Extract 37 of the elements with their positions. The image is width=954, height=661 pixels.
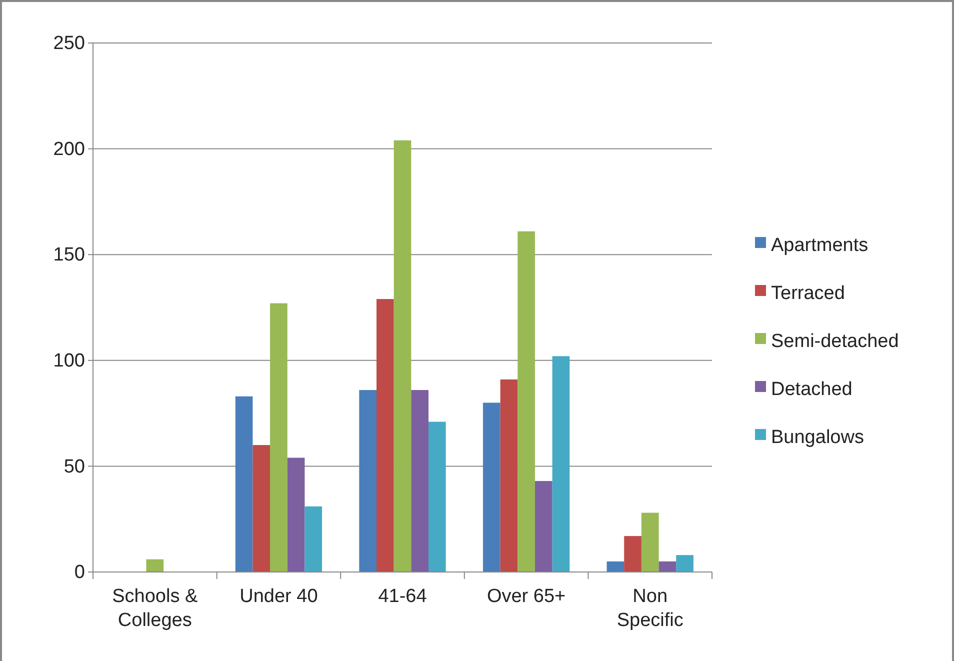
bar (359, 390, 376, 572)
y-tick-label: 50 (64, 456, 85, 478)
legend-label: Terraced (771, 283, 845, 304)
bar (658, 561, 676, 572)
bar (252, 445, 270, 572)
y-tick-label: 250 (53, 33, 85, 54)
bar (146, 559, 164, 572)
legend-label: Detached (771, 379, 852, 400)
y-tick-label: 150 (53, 244, 85, 266)
x-tick-label: Over 65+ (486, 586, 566, 607)
x-tick-label: Non Specific (616, 586, 684, 631)
bar (641, 512, 659, 572)
x-tick-label: Schools & Colleges (112, 586, 198, 631)
bar (270, 303, 288, 572)
x-tick-label: Under 40 (240, 586, 318, 607)
legend-label: Bungalows (771, 427, 864, 448)
bar (624, 536, 642, 572)
bar (376, 299, 394, 572)
bar (552, 356, 570, 572)
bar (287, 458, 305, 572)
bar (394, 140, 412, 572)
bar (500, 379, 518, 572)
bar (676, 555, 694, 572)
x-tick-label: 41-64 (378, 586, 428, 607)
bar (235, 396, 253, 572)
bar (304, 506, 322, 572)
bar (534, 481, 552, 572)
bar (606, 561, 624, 572)
bar (518, 231, 535, 572)
legend-label: Apartments (771, 235, 868, 256)
bar (482, 402, 500, 572)
y-tick-label: 0 (74, 562, 85, 584)
y-tick-label: 100 (53, 350, 85, 372)
bar (428, 422, 446, 572)
y-tick-label: 200 (53, 138, 85, 160)
legend-label: Semi-detached (771, 331, 899, 352)
bar (411, 390, 428, 572)
